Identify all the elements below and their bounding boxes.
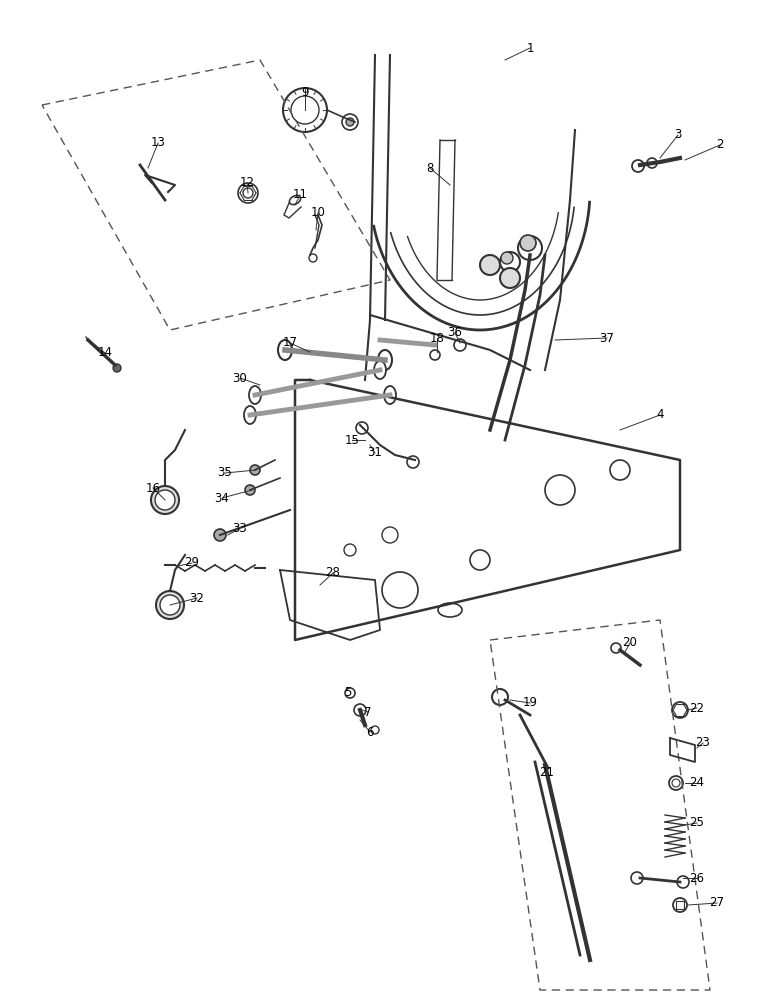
Circle shape bbox=[345, 688, 355, 698]
Circle shape bbox=[371, 726, 379, 734]
Circle shape bbox=[454, 339, 466, 351]
Circle shape bbox=[283, 88, 327, 132]
Text: 1: 1 bbox=[527, 41, 533, 54]
Circle shape bbox=[156, 591, 184, 619]
Circle shape bbox=[250, 465, 260, 475]
Ellipse shape bbox=[278, 340, 292, 360]
Circle shape bbox=[501, 252, 513, 264]
Text: 17: 17 bbox=[283, 336, 297, 350]
Text: 23: 23 bbox=[696, 736, 710, 750]
Circle shape bbox=[407, 456, 419, 468]
Circle shape bbox=[492, 689, 508, 705]
Text: 2: 2 bbox=[716, 138, 724, 151]
Circle shape bbox=[672, 779, 680, 787]
Circle shape bbox=[545, 475, 575, 505]
Text: 8: 8 bbox=[426, 161, 434, 174]
Text: 26: 26 bbox=[689, 871, 705, 884]
Circle shape bbox=[309, 254, 317, 262]
Circle shape bbox=[382, 527, 398, 543]
Text: 30: 30 bbox=[232, 371, 247, 384]
Ellipse shape bbox=[378, 350, 392, 370]
Circle shape bbox=[382, 572, 418, 608]
Text: 36: 36 bbox=[448, 326, 462, 340]
Text: 4: 4 bbox=[656, 408, 664, 422]
Text: 18: 18 bbox=[429, 332, 445, 344]
Circle shape bbox=[470, 550, 490, 570]
Circle shape bbox=[677, 876, 689, 888]
Ellipse shape bbox=[290, 195, 300, 205]
Circle shape bbox=[155, 490, 175, 510]
Text: 10: 10 bbox=[310, 207, 326, 220]
Ellipse shape bbox=[249, 386, 261, 404]
Circle shape bbox=[356, 422, 368, 434]
Circle shape bbox=[520, 235, 536, 251]
Text: 32: 32 bbox=[190, 591, 205, 604]
Circle shape bbox=[113, 364, 121, 372]
Circle shape bbox=[245, 485, 255, 495]
Ellipse shape bbox=[438, 603, 462, 617]
Ellipse shape bbox=[384, 386, 396, 404]
Text: 27: 27 bbox=[709, 896, 724, 910]
Circle shape bbox=[238, 183, 258, 203]
Circle shape bbox=[291, 96, 319, 124]
Circle shape bbox=[611, 643, 621, 653]
Text: 3: 3 bbox=[674, 128, 682, 141]
Circle shape bbox=[632, 160, 644, 172]
Text: 9: 9 bbox=[301, 87, 309, 100]
Text: 21: 21 bbox=[540, 766, 554, 780]
Text: 14: 14 bbox=[97, 347, 113, 360]
Text: 15: 15 bbox=[344, 434, 360, 446]
Circle shape bbox=[151, 486, 179, 514]
Circle shape bbox=[500, 252, 520, 272]
Circle shape bbox=[480, 255, 500, 275]
Text: 24: 24 bbox=[689, 776, 705, 790]
Circle shape bbox=[346, 118, 354, 126]
Ellipse shape bbox=[244, 406, 256, 424]
Circle shape bbox=[430, 350, 440, 360]
Text: 19: 19 bbox=[523, 696, 537, 710]
Circle shape bbox=[214, 529, 226, 541]
Text: 35: 35 bbox=[218, 466, 232, 480]
Text: 22: 22 bbox=[689, 702, 705, 714]
Circle shape bbox=[631, 872, 643, 884]
Text: 25: 25 bbox=[689, 816, 704, 830]
Circle shape bbox=[354, 704, 366, 716]
Text: 13: 13 bbox=[151, 136, 165, 149]
Circle shape bbox=[243, 188, 253, 198]
Circle shape bbox=[647, 158, 657, 168]
Text: 28: 28 bbox=[326, 566, 340, 580]
Text: 6: 6 bbox=[366, 726, 374, 738]
Circle shape bbox=[610, 460, 630, 480]
Text: 16: 16 bbox=[145, 482, 161, 494]
Circle shape bbox=[342, 114, 358, 130]
Text: 37: 37 bbox=[600, 332, 615, 344]
Circle shape bbox=[518, 236, 542, 260]
Circle shape bbox=[669, 776, 683, 790]
Text: 33: 33 bbox=[232, 522, 247, 534]
Text: 12: 12 bbox=[239, 176, 255, 190]
Circle shape bbox=[344, 544, 356, 556]
Text: 34: 34 bbox=[215, 491, 229, 504]
Text: 5: 5 bbox=[344, 686, 352, 700]
Text: 29: 29 bbox=[185, 556, 199, 570]
Circle shape bbox=[500, 268, 520, 288]
Text: 31: 31 bbox=[367, 446, 382, 460]
Text: 11: 11 bbox=[293, 188, 307, 202]
Text: 20: 20 bbox=[622, 637, 638, 650]
Circle shape bbox=[672, 702, 688, 718]
Text: 7: 7 bbox=[364, 706, 372, 718]
Circle shape bbox=[160, 595, 180, 615]
Ellipse shape bbox=[374, 361, 386, 379]
Circle shape bbox=[673, 898, 687, 912]
